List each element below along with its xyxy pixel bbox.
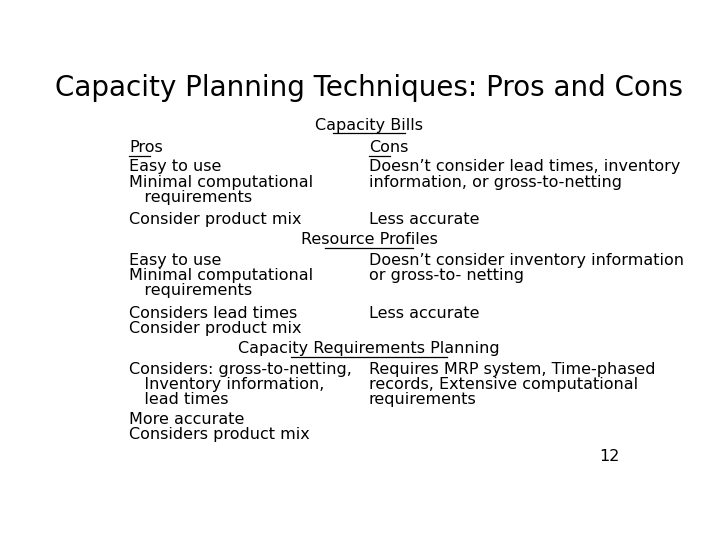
Text: or gross-to- netting: or gross-to- netting [369, 268, 524, 283]
Text: Capacity Planning Techniques: Pros and Cons: Capacity Planning Techniques: Pros and C… [55, 73, 683, 102]
Text: Capacity Bills: Capacity Bills [315, 118, 423, 133]
Text: Pros: Pros [129, 140, 163, 156]
Text: Inventory information,: Inventory information, [129, 377, 325, 392]
Text: Cons: Cons [369, 140, 408, 156]
Text: Easy to use: Easy to use [129, 159, 222, 174]
Text: records, Extensive computational: records, Extensive computational [369, 377, 638, 392]
Text: Doesn’t consider inventory information: Doesn’t consider inventory information [369, 253, 684, 268]
Text: Requires MRP system, Time-phased: Requires MRP system, Time-phased [369, 362, 655, 377]
Text: requirements: requirements [129, 284, 252, 299]
Text: Considers: gross-to-netting,: Considers: gross-to-netting, [129, 362, 352, 377]
Text: Resource Profiles: Resource Profiles [300, 232, 438, 247]
Text: Consider product mix: Consider product mix [129, 321, 302, 336]
Text: requirements: requirements [369, 393, 477, 408]
Text: 12: 12 [600, 449, 620, 464]
Text: lead times: lead times [129, 393, 228, 408]
Text: Capacity Requirements Planning: Capacity Requirements Planning [238, 341, 500, 356]
Text: Considers lead times: Considers lead times [129, 306, 297, 321]
Text: Minimal computational: Minimal computational [129, 174, 313, 190]
Text: Minimal computational: Minimal computational [129, 268, 313, 283]
Text: Doesn’t consider lead times, inventory: Doesn’t consider lead times, inventory [369, 159, 680, 174]
Text: Easy to use: Easy to use [129, 253, 222, 268]
Text: Consider product mix: Consider product mix [129, 212, 302, 227]
Text: requirements: requirements [129, 190, 252, 205]
Text: Less accurate: Less accurate [369, 306, 480, 321]
Text: More accurate: More accurate [129, 412, 244, 427]
Text: information, or gross-to-netting: information, or gross-to-netting [369, 174, 622, 190]
Text: Less accurate: Less accurate [369, 212, 480, 227]
Text: Considers product mix: Considers product mix [129, 427, 310, 442]
